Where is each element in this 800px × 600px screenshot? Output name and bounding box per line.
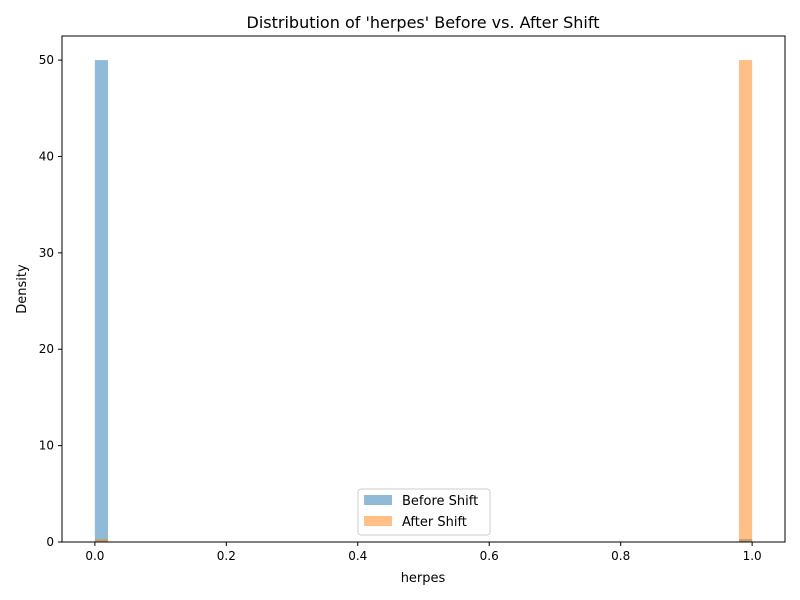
y-axis-label: Density (15, 264, 30, 314)
legend-label-after-shift: After Shift (402, 515, 467, 530)
x-tick-label: 0.2 (217, 549, 236, 563)
bar-after-shift-0 (94, 539, 109, 542)
y-tick-label: 40 (39, 149, 54, 163)
bar-before-shift-0 (94, 60, 109, 542)
y-tick-label: 0 (46, 535, 54, 549)
bar-after-shift-1 (738, 60, 753, 542)
x-axis-ticks: 0.0 0.2 0.4 0.6 0.8 1.0 (85, 542, 762, 563)
bars-layer (94, 60, 753, 542)
y-tick-label: 20 (39, 342, 54, 356)
x-axis-label: herpes (401, 571, 446, 586)
y-axis-ticks: 0 10 20 30 40 50 (39, 53, 62, 549)
plot-frame (61, 35, 786, 543)
x-tick-label: 0.4 (348, 549, 367, 563)
chart-title: Distribution of 'herpes' Before vs. Afte… (247, 13, 600, 32)
x-tick-label: 0.6 (480, 549, 499, 563)
x-tick-label: 1.0 (743, 549, 762, 563)
x-tick-label: 0.0 (85, 549, 104, 563)
legend-swatch-after-shift (364, 516, 392, 526)
y-tick-label: 30 (39, 246, 54, 260)
legend-swatch-before-shift (364, 495, 392, 505)
legend-label-before-shift: Before Shift (402, 494, 478, 509)
y-tick-label: 50 (39, 53, 54, 67)
y-tick-label: 10 (39, 439, 54, 453)
legend: Before Shift After Shift (357, 488, 491, 536)
x-tick-label: 0.8 (611, 549, 630, 563)
